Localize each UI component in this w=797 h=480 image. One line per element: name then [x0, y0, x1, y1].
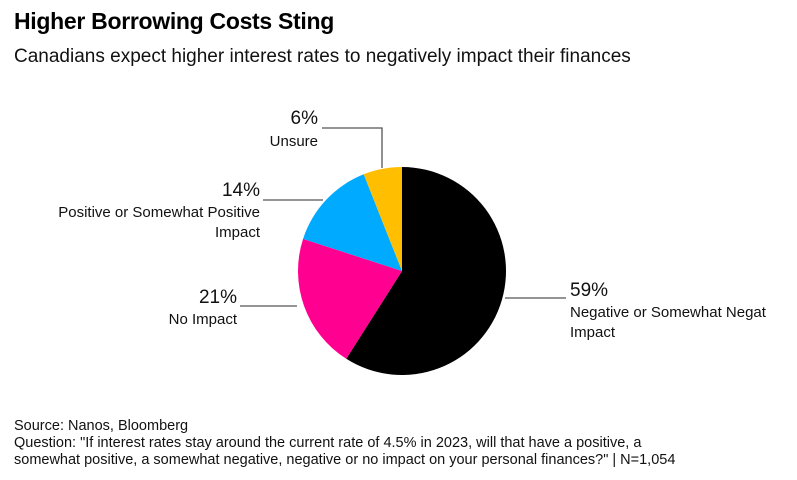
data-label-positive-or-somewhat-positive-impact: 14%: [222, 180, 260, 201]
question-note-line-2: somewhat positive, a somewhat negative, …: [14, 452, 676, 468]
question-note-line-1: Question: "If interest rates stay around…: [14, 435, 642, 451]
leader-line-unsure: [322, 127, 383, 168]
chart-footer: Source: Nanos, Bloomberg Question: "If i…: [14, 418, 675, 469]
pie-slice-positive-or-somewhat-positive-impact: [303, 174, 402, 271]
data-label-no-impact: 21%: [199, 287, 237, 308]
pie-slice-negative-or-somewhat-negative-impact: [346, 167, 506, 375]
category-label-unsure: Unsure: [270, 133, 318, 150]
category-label-negative-or-somewhat-negative-impact: Negative or Somewhat Negat: [570, 304, 767, 321]
chart-title: Higher Borrowing Costs Sting: [14, 8, 334, 34]
category-label-negative-or-somewhat-negative-impact: Impact: [570, 324, 616, 341]
category-label-positive-or-somewhat-positive-impact: Positive or Somewhat Positive: [58, 204, 260, 221]
pie-slice-no-impact: [298, 238, 402, 359]
data-label-negative-or-somewhat-negative-impact: 59%: [570, 280, 608, 301]
category-label-positive-or-somewhat-positive-impact: Impact: [215, 224, 261, 241]
chart-subtitle: Canadians expect higher interest rates t…: [14, 46, 631, 67]
source-note: Source: Nanos, Bloomberg: [14, 418, 189, 434]
data-label-unsure: 6%: [291, 108, 319, 129]
category-label-no-impact: No Impact: [169, 311, 238, 328]
pie-slice-unsure: [363, 167, 402, 271]
